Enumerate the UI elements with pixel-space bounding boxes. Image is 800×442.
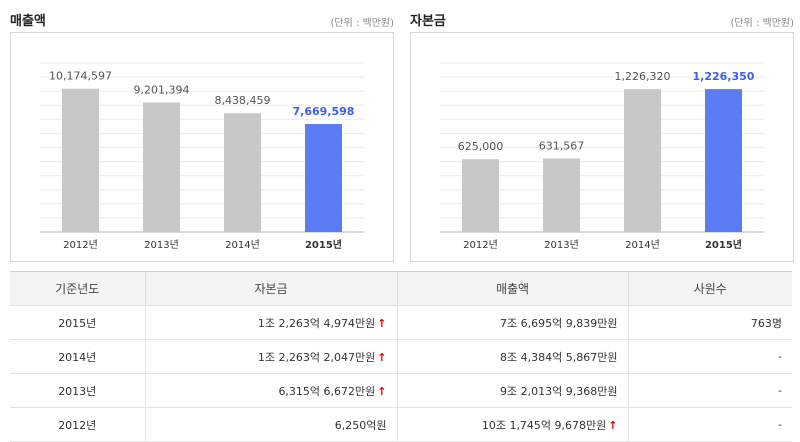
value-label: 1,226,350 (693, 70, 755, 83)
capital-bar-chart: 625,000 2012년 631,567 2013년 1,226,320 2014년 1,… (440, 62, 764, 251)
table-row: 2012년 6,250억원 10조 1,745억 9,678만원 ↑ - (10, 407, 792, 442)
cell-capital: 1조 2,263억 4,974만원 ↑ (144, 305, 397, 340)
capital-value: 1조 2,263억 2,047만원 (257, 350, 376, 364)
sales-value: 10조 1,745억 9,678만원 (481, 418, 607, 432)
sales-value: 9조 2,013억 9,368만원 (500, 384, 618, 398)
x-tick-label: 2012년 (463, 239, 498, 251)
header-employees: 사원수 (627, 271, 792, 306)
increase-arrow-icon: ↑ (608, 418, 618, 432)
x-tick-label: 2013년 (544, 239, 579, 251)
bar-2014년 (224, 113, 261, 232)
bar-2013년 (143, 102, 180, 233)
increase-arrow-icon: ↑ (377, 384, 387, 398)
increase-arrow-icon: ↑ (377, 350, 387, 364)
sales-bar-chart: 10,174,597 2012년 9,201,394 2013년 8,438,459 20… (40, 62, 364, 251)
x-tick-label: 2012년 (63, 239, 98, 251)
cell-capital: 6,315억 6,672만원 ↑ (144, 373, 397, 408)
company-info-table: 기준년도 자본금 매출액 사원수 2015년 1조 2,263억 4,974만원… (10, 271, 792, 442)
x-tick-label: 2014년 (625, 239, 660, 251)
capital-chart-title: 자본금 (410, 14, 446, 29)
value-label: 1,226,320 (615, 70, 671, 83)
header-year: 기준년도 (10, 271, 145, 306)
bar-2015년 (305, 124, 342, 232)
bar-2012년 (62, 88, 99, 232)
value-label: 7,669,598 (293, 105, 355, 118)
capital-chart-header: 자본금 (단위 : 백만원) (410, 8, 794, 32)
sales-chart-panel: 매출액 (단위 : 백만원) 10,174,597 2012년 9,201,394 2… (10, 8, 394, 262)
table-row: 2015년 1조 2,263억 4,974만원 ↑ 7조 6,695억 9,839… (10, 305, 792, 340)
capital-chart-unit: (단위 : 백만원) (730, 18, 794, 29)
sales-chart-header: 매출액 (단위 : 백만원) (10, 8, 394, 32)
cell-employees: - (627, 373, 792, 408)
value-label: 10,174,597 (49, 70, 112, 83)
value-label: 631,567 (539, 139, 585, 152)
cell-year: 2015년 (10, 305, 145, 340)
cell-capital: 6,250억원 (144, 407, 397, 442)
capital-value: 1조 2,263억 4,974만원 (257, 316, 376, 330)
capital-chart-panel: 자본금 (단위 : 백만원) 625,000 2012년 631,567 2013년 1… (410, 8, 794, 262)
bar-2013년 (543, 158, 580, 232)
sales-chart-title: 매출액 (10, 14, 46, 29)
x-tick-label: 2014년 (225, 239, 260, 251)
header-capital: 자본금 (144, 271, 397, 306)
cell-sales: 7조 6,695억 9,839만원 (396, 305, 628, 340)
bar-2014년 (624, 89, 661, 232)
table-header-row: 기준년도 자본금 매출액 사원수 (10, 271, 792, 306)
cell-year: 2014년 (10, 339, 145, 374)
cell-employees: 763명 (627, 305, 792, 340)
cell-year: 2012년 (10, 407, 145, 442)
sales-value: 8조 4,384억 5,867만원 (500, 350, 618, 364)
sales-chart-box: 10,174,597 2012년 9,201,394 2013년 8,438,459 20… (10, 32, 394, 262)
value-label: 9,201,394 (134, 83, 190, 96)
sales-value: 7조 6,695억 9,839만원 (500, 316, 618, 330)
cell-sales: 8조 4,384억 5,867만원 (396, 339, 628, 374)
header-sales: 매출액 (396, 271, 628, 306)
bar-2012년 (462, 159, 499, 232)
x-tick-label: 2013년 (144, 239, 179, 251)
table-row: 2013년 6,315억 6,672만원 ↑ 9조 2,013억 9,368만원 … (10, 373, 792, 408)
cell-capital: 1조 2,263억 2,047만원 ↑ (144, 339, 397, 374)
capital-chart-box: 625,000 2012년 631,567 2013년 1,226,320 2014년 1,… (410, 32, 794, 262)
table-row: 2014년 1조 2,263억 2,047만원 ↑ 8조 4,384억 5,867… (10, 339, 792, 374)
sales-chart-unit: (단위 : 백만원) (330, 18, 394, 29)
increase-arrow-icon: ↑ (377, 316, 387, 330)
value-label: 8,438,459 (215, 94, 271, 107)
capital-value: 6,315억 6,672만원 (278, 384, 376, 398)
cell-sales: 9조 2,013억 9,368만원 (396, 373, 628, 408)
cell-employees: - (627, 407, 792, 442)
capital-value: 6,250억원 (334, 418, 387, 432)
x-tick-label: 2015년 (705, 238, 742, 251)
bar-2015년 (705, 89, 742, 232)
cell-sales: 10조 1,745억 9,678만원 ↑ (396, 407, 628, 442)
cell-year: 2013년 (10, 373, 145, 408)
value-label: 625,000 (458, 140, 504, 153)
cell-employees: - (627, 339, 792, 374)
x-tick-label: 2015년 (305, 238, 342, 251)
